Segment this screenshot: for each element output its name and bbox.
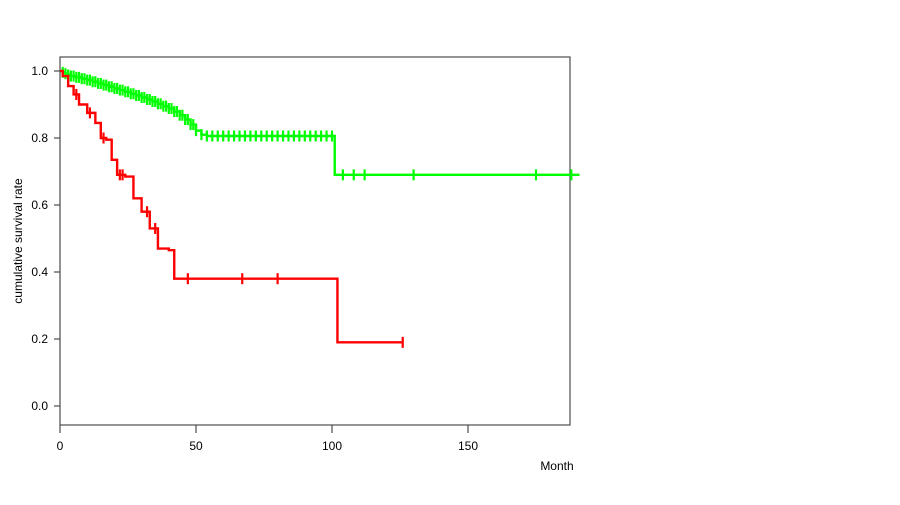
- y-tick-label: 0.4: [31, 265, 48, 279]
- y-tick-label: 0.8: [31, 131, 48, 145]
- y-axis-label: cumulative survival rate: [11, 178, 25, 304]
- series-layer: [60, 66, 580, 348]
- x-tick-label: 0: [57, 439, 64, 453]
- x-axis-ticks: 0 50 100 150: [57, 425, 478, 453]
- y-axis-ticks: 0.0 0.2 0.4 0.6 0.8 1.0: [31, 64, 60, 413]
- y-tick-label: 0.6: [31, 198, 48, 212]
- series-red-group: [60, 69, 404, 348]
- x-axis-label: Month: [540, 459, 573, 473]
- y-tick-label: 0.0: [31, 399, 48, 413]
- x-tick-label: 100: [322, 439, 342, 453]
- x-tick-label: 150: [458, 439, 478, 453]
- x-tick-label: 50: [189, 439, 203, 453]
- series-green-group: [60, 66, 580, 181]
- y-tick-label: 0.2: [31, 332, 48, 346]
- y-tick-label: 1.0: [31, 64, 48, 78]
